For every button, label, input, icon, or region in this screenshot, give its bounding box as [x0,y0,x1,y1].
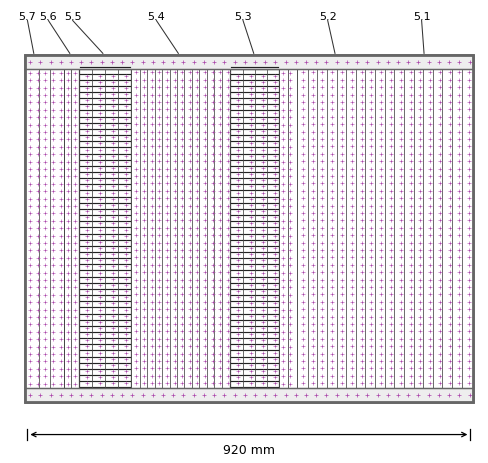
Text: 920 mm: 920 mm [223,443,275,456]
Text: 5.5: 5.5 [64,12,81,21]
Bar [297,70,473,388]
Bar [131,70,230,388]
Text: 5.1: 5.1 [413,12,430,21]
Bar [25,56,473,402]
Text: 5.7: 5.7 [19,12,36,21]
Bar [25,56,473,402]
Bar [25,70,64,388]
Bar [79,70,131,388]
Bar [279,70,297,388]
Text: 5.3: 5.3 [234,12,252,21]
Bar [25,388,473,402]
Text: 5.2: 5.2 [319,12,337,21]
Text: 5.6: 5.6 [40,12,57,21]
Bar [64,70,79,388]
Bar [230,70,279,388]
Text: 5.4: 5.4 [147,12,165,21]
Bar [25,56,473,70]
